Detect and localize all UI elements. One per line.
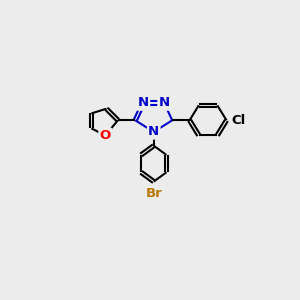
Text: N: N — [159, 97, 170, 110]
Text: Br: Br — [146, 187, 162, 200]
Text: N: N — [148, 125, 159, 138]
Text: O: O — [100, 129, 111, 142]
Text: N: N — [138, 97, 149, 110]
Text: Cl: Cl — [232, 114, 246, 127]
